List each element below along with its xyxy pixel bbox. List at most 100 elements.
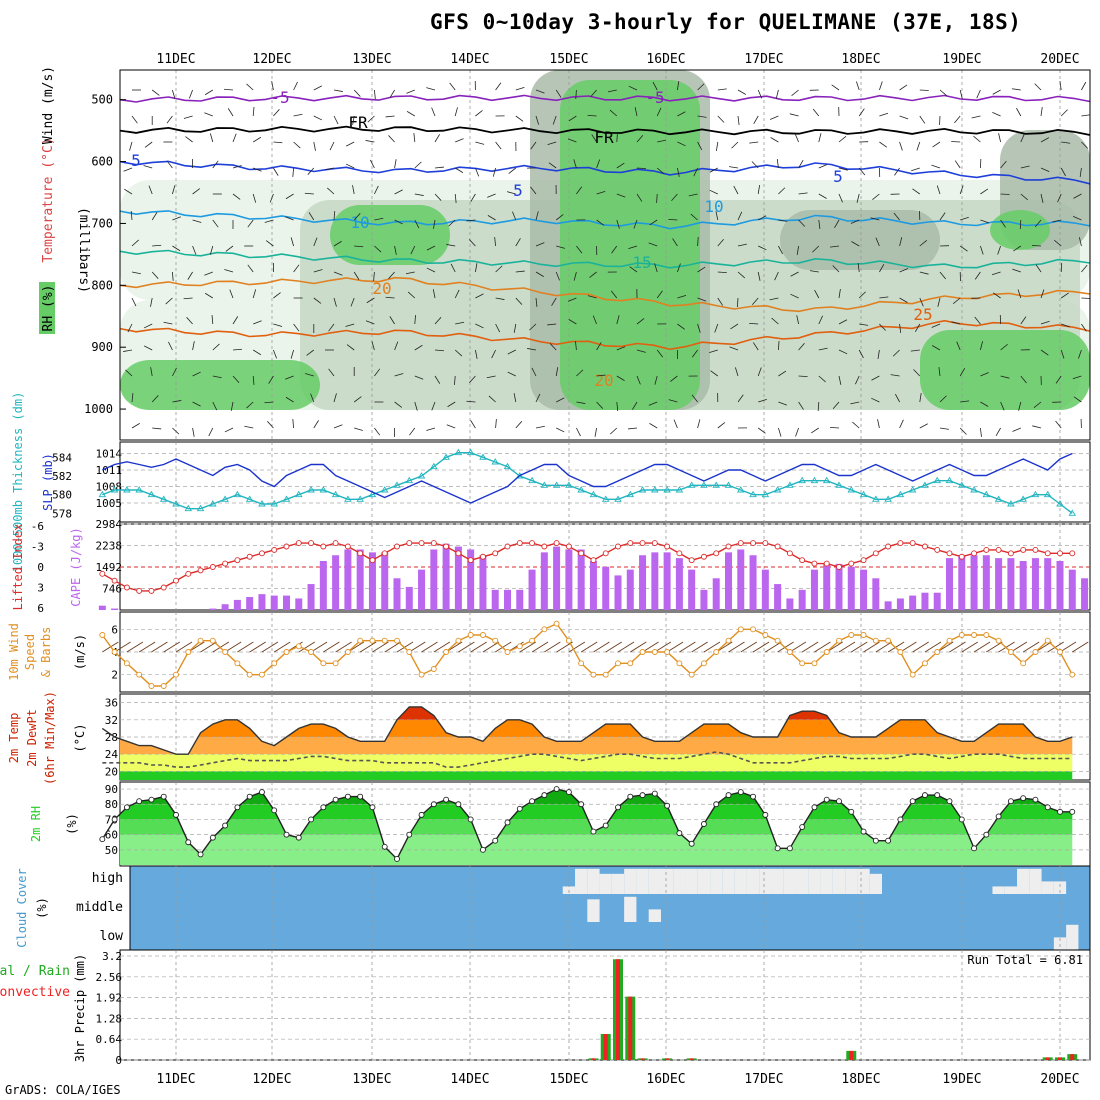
wind-barb <box>211 314 214 325</box>
wind-barb <box>980 245 984 255</box>
thickness-point <box>491 458 500 465</box>
cape-bar <box>970 555 978 610</box>
pressure-tick: 500 <box>91 93 113 107</box>
cape-bar <box>491 589 499 610</box>
cloud-level-label: high <box>92 871 123 886</box>
wind-barb <box>556 397 565 403</box>
wind-barb <box>737 89 746 95</box>
wind-barb <box>413 133 416 143</box>
lifted-index-point <box>136 587 143 594</box>
wind-speed-point <box>344 649 351 655</box>
wind-barb <box>495 82 502 91</box>
wind-barb <box>912 188 921 195</box>
wind-barb <box>817 401 820 412</box>
wind-barb <box>778 401 787 406</box>
wind-barb <box>374 217 384 221</box>
day-tick-bottom: 16DEC <box>646 1072 685 1087</box>
wind-barb <box>960 216 969 221</box>
lifted-index-point <box>455 550 462 557</box>
cape-li-panel: 2984 2238 1492 746 -6 -3 0 3 6 Lifted Index CAPE (… <box>11 518 1091 615</box>
surface-wind-barb <box>224 641 242 653</box>
wind-barb <box>730 323 739 330</box>
thickness-point <box>503 462 512 470</box>
wind-barb <box>959 368 966 377</box>
wind-barb <box>454 107 458 117</box>
wind-barb <box>264 219 274 223</box>
wind-barb <box>269 193 274 203</box>
wind-barb <box>919 297 924 307</box>
thickness-point <box>712 481 721 488</box>
wind-barb <box>936 185 941 195</box>
wind-barb <box>758 245 767 251</box>
wind-barb <box>609 427 618 435</box>
wind-barb <box>753 115 759 124</box>
thickness-point <box>1031 490 1040 498</box>
wind-barb <box>168 341 173 351</box>
thickness-point <box>393 481 401 488</box>
lifted-index-point <box>750 540 757 547</box>
wind-barb <box>628 245 638 250</box>
lifted-index-point <box>909 540 916 547</box>
upper-frame <box>119 69 1091 441</box>
precip-conv-label: Convective <box>0 985 70 1000</box>
wind-barb <box>333 115 339 125</box>
wind-barb <box>774 271 779 281</box>
rh2m-point <box>418 811 425 818</box>
wind-barb <box>691 349 698 358</box>
wind-barb <box>307 167 315 175</box>
wind-barb <box>838 193 843 203</box>
wind-barb <box>327 187 335 195</box>
wind-barb <box>454 167 464 173</box>
cape-bar <box>921 592 929 610</box>
wind-barb <box>313 85 323 91</box>
wind-barb <box>345 323 355 327</box>
wind-barb <box>352 185 355 195</box>
lifted-index-point <box>99 570 106 577</box>
cape-bar <box>860 569 868 610</box>
wind-barb <box>1016 107 1022 117</box>
wind-barb <box>899 323 902 333</box>
wind-barb <box>1020 193 1028 201</box>
wind-speed-point <box>455 637 462 644</box>
wind-speed-point <box>1044 637 1051 644</box>
thickness-point <box>479 453 487 460</box>
chart-title: GFS 0~10day 3-hourly for QUELIMANE (37E,… <box>430 10 1022 34</box>
wind-barb <box>892 349 900 357</box>
rh2m-point <box>909 798 916 805</box>
cape-bar <box>393 578 401 610</box>
wind-barb <box>894 167 900 176</box>
wind-speed-point <box>627 660 634 667</box>
cape-bar <box>810 569 818 610</box>
rh2m-point <box>553 786 560 792</box>
lifted-index-point <box>995 546 1002 553</box>
wind-barb <box>556 245 565 249</box>
cape-bar <box>737 549 745 610</box>
wind-barb <box>1012 268 1021 273</box>
cape-bar <box>479 555 487 610</box>
precip-conv-bar <box>628 996 633 1060</box>
cloud-clear-block <box>673 868 686 894</box>
wind-barb <box>649 219 658 226</box>
thickness-point <box>540 481 549 488</box>
cape-bar <box>835 563 843 610</box>
wind-barb <box>616 162 625 169</box>
rh2m-point <box>1032 796 1039 803</box>
wind-barb <box>333 89 343 92</box>
wind-barb <box>871 397 880 403</box>
wind-barb <box>431 107 436 117</box>
wind-barb <box>172 245 181 252</box>
wind-barb <box>591 134 597 143</box>
rh2m-point <box>700 821 707 827</box>
surface-wind-barb <box>703 641 721 653</box>
lifted-index-point <box>860 557 867 564</box>
wind-barb <box>507 191 516 195</box>
rh2m-point <box>209 834 216 841</box>
wind-barb <box>549 343 557 351</box>
wind-barb <box>1000 160 1007 169</box>
wind-barb <box>252 289 257 299</box>
lifted-index-point <box>479 553 486 560</box>
wind-barb <box>899 237 903 247</box>
thickness-point <box>798 476 806 484</box>
rh2m-point <box>111 816 118 823</box>
